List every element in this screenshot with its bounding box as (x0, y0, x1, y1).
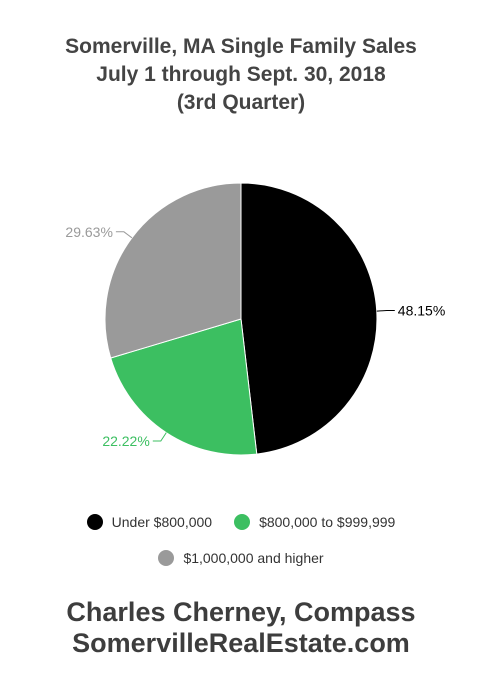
footer-credit: Charles Cherney, Compass SomervilleRealE… (0, 597, 482, 659)
pie-slice-under-800k (240, 182, 378, 455)
pie-chart: 48.15% 22.22% 29.63% (65, 182, 445, 456)
legend-swatch-1m-and-higher (158, 550, 175, 566)
legend-swatch-under-800k (86, 514, 103, 530)
data-label-under-800k: 48.15% (398, 303, 445, 319)
legend-row-2: $1,000,000 and higher (0, 550, 482, 566)
legend-label-1m-and-higher: $1,000,000 and higher (183, 550, 324, 566)
leader-line-under-800k (376, 310, 395, 312)
footer-agent-name: Charles Cherney, Compass (66, 597, 416, 627)
chart-title: Somerville, MA Single Family Sales July … (0, 33, 482, 117)
leader-line-800k-to-999k (152, 432, 167, 442)
chart-title-line-2: July 1 through Sept. 30, 2018 (96, 63, 386, 86)
chart-title-line-3: (3rd Quarter) (176, 91, 306, 114)
legend-label-800k-to-999k: $800,000 to $999,999 (259, 514, 396, 530)
data-label-800k-to-999k: 22.22% (102, 433, 149, 449)
legend-item-800k-to-999k: $800,000 to $999,999 (234, 514, 395, 530)
legend-swatch-800k-to-999k (234, 514, 251, 530)
legend-row-1: Under $800,000 $800,000 to $999,999 (0, 514, 482, 530)
legend-item-1m-and-higher: $1,000,000 and higher (158, 550, 324, 566)
leader-line-1m-and-higher (115, 231, 133, 239)
data-label-1m-and-higher: 29.63% (65, 224, 112, 240)
pie-slice-1m-and-higher (104, 182, 242, 359)
legend-label-under-800k: Under $800,000 (111, 514, 213, 530)
legend-item-under-800k: Under $800,000 (86, 514, 213, 530)
chart-title-line-1: Somerville, MA Single Family Sales (65, 35, 417, 58)
footer-website: SomervilleRealEstate.com (72, 628, 410, 658)
